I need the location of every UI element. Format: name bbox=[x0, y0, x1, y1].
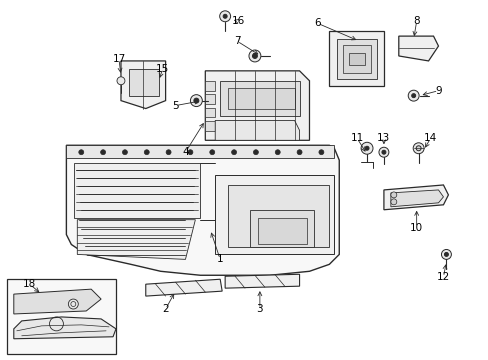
Circle shape bbox=[297, 150, 302, 155]
Circle shape bbox=[407, 90, 418, 101]
Polygon shape bbox=[205, 81, 215, 91]
Polygon shape bbox=[66, 145, 339, 275]
Polygon shape bbox=[77, 220, 195, 260]
Circle shape bbox=[253, 150, 258, 155]
Text: 4: 4 bbox=[182, 147, 188, 157]
Polygon shape bbox=[215, 175, 334, 255]
Circle shape bbox=[190, 95, 202, 107]
Circle shape bbox=[444, 252, 447, 256]
Circle shape bbox=[411, 94, 415, 98]
Circle shape bbox=[209, 150, 214, 155]
Polygon shape bbox=[205, 121, 215, 131]
Text: 9: 9 bbox=[434, 86, 441, 96]
Polygon shape bbox=[257, 218, 306, 243]
Text: 7: 7 bbox=[233, 36, 240, 46]
Circle shape bbox=[223, 14, 226, 18]
Polygon shape bbox=[228, 185, 328, 247]
Polygon shape bbox=[205, 94, 215, 104]
Polygon shape bbox=[343, 45, 370, 73]
Circle shape bbox=[415, 146, 420, 151]
Polygon shape bbox=[74, 163, 200, 218]
Circle shape bbox=[101, 150, 105, 155]
Text: 14: 14 bbox=[423, 133, 436, 143]
Text: 1: 1 bbox=[217, 255, 223, 264]
Circle shape bbox=[275, 150, 280, 155]
Circle shape bbox=[144, 150, 149, 155]
Polygon shape bbox=[398, 36, 438, 61]
Text: 8: 8 bbox=[412, 16, 419, 26]
Polygon shape bbox=[205, 108, 215, 117]
Polygon shape bbox=[66, 145, 334, 158]
Circle shape bbox=[79, 150, 83, 155]
Polygon shape bbox=[249, 210, 314, 247]
Text: 16: 16 bbox=[231, 16, 244, 26]
Circle shape bbox=[68, 299, 78, 309]
Text: 5: 5 bbox=[172, 100, 179, 111]
Text: 13: 13 bbox=[377, 133, 390, 143]
Polygon shape bbox=[220, 81, 299, 116]
Circle shape bbox=[194, 98, 199, 103]
Circle shape bbox=[248, 50, 260, 62]
Text: 11: 11 bbox=[350, 133, 363, 143]
Circle shape bbox=[219, 11, 230, 22]
Circle shape bbox=[390, 199, 396, 205]
Text: 10: 10 bbox=[409, 222, 422, 233]
Circle shape bbox=[187, 150, 192, 155]
Text: 15: 15 bbox=[156, 64, 169, 74]
Circle shape bbox=[378, 147, 388, 157]
Polygon shape bbox=[224, 274, 299, 288]
Circle shape bbox=[117, 77, 124, 85]
Circle shape bbox=[122, 150, 127, 155]
Polygon shape bbox=[328, 31, 383, 86]
Polygon shape bbox=[390, 190, 443, 207]
Polygon shape bbox=[14, 317, 116, 339]
Polygon shape bbox=[129, 69, 158, 96]
Circle shape bbox=[412, 143, 423, 154]
Polygon shape bbox=[121, 61, 165, 109]
Polygon shape bbox=[348, 53, 365, 65]
Text: 3: 3 bbox=[256, 304, 263, 314]
Text: 12: 12 bbox=[436, 272, 449, 282]
Polygon shape bbox=[337, 39, 376, 79]
Polygon shape bbox=[383, 185, 447, 210]
Circle shape bbox=[231, 150, 236, 155]
Polygon shape bbox=[14, 289, 101, 314]
Text: 2: 2 bbox=[162, 304, 168, 314]
Polygon shape bbox=[215, 121, 299, 140]
Circle shape bbox=[252, 54, 257, 58]
Text: 18: 18 bbox=[23, 279, 36, 289]
Circle shape bbox=[381, 150, 385, 154]
Polygon shape bbox=[145, 279, 222, 296]
Circle shape bbox=[318, 150, 323, 155]
Polygon shape bbox=[205, 71, 309, 140]
Circle shape bbox=[441, 249, 450, 260]
Circle shape bbox=[360, 142, 372, 154]
Polygon shape bbox=[228, 88, 294, 109]
Circle shape bbox=[390, 192, 396, 198]
Circle shape bbox=[365, 146, 368, 150]
Circle shape bbox=[166, 150, 171, 155]
Bar bbox=[7, 279, 116, 354]
Text: 6: 6 bbox=[313, 18, 320, 28]
Text: 17: 17 bbox=[112, 54, 125, 64]
